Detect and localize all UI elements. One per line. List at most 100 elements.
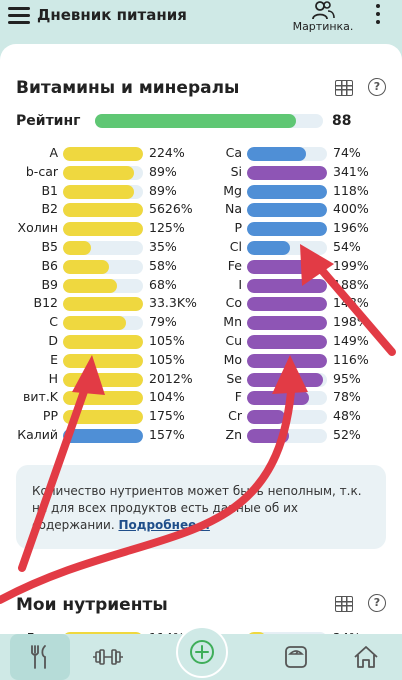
nutrient-row[interactable]: b-car 89%: [0, 164, 402, 182]
nutrient-row[interactable]: B12 33.3K%: [0, 295, 402, 313]
rating-bar-fill: [95, 114, 296, 128]
nutrient-row[interactable]: Na 400%: [0, 201, 402, 219]
nutrient-bar-fill: [247, 241, 291, 255]
nutrient-bar: [63, 278, 143, 293]
nutrient-bar: [247, 222, 327, 237]
nutrient-percent: 89%: [149, 182, 177, 198]
nutrient-row[interactable]: B5 35%: [0, 239, 402, 257]
nav-workouts[interactable]: [78, 634, 138, 680]
nutrient-percent: 95%: [333, 370, 361, 386]
add-button[interactable]: [176, 626, 228, 678]
nutrient-row[interactable]: B1 89%: [0, 183, 402, 201]
nutrient-bar: [247, 278, 327, 293]
nutrient-bar-fill: [63, 241, 91, 255]
nutrient-percent: 33.3K%: [149, 295, 197, 311]
nutrient-bar-fill: [247, 410, 286, 425]
nutrient-bar-fill: [63, 203, 143, 218]
nutrient-percent: 54%: [333, 239, 361, 254]
nutrient-row[interactable]: Cr 48%: [0, 408, 402, 426]
nutrient-percent: 74%: [333, 145, 361, 160]
nutrient-row[interactable]: Cu 149%: [0, 333, 402, 351]
nutrient-row[interactable]: B2 5626%: [0, 201, 402, 219]
nutrient-row[interactable]: Cl 54%: [0, 239, 402, 257]
nutrient-label: Холин: [17, 220, 59, 236]
nutrient-label: Co: [225, 295, 242, 311]
nutrient-bar: [247, 353, 327, 368]
table-icon[interactable]: [335, 80, 353, 96]
nutrient-percent: 198%: [333, 314, 369, 330]
nav-weight[interactable]: [266, 634, 326, 680]
nutrient-label: F: [234, 389, 242, 405]
note-text: Количество нутриентов может быть неполны…: [32, 483, 372, 534]
nutrient-percent: 79%: [149, 314, 177, 330]
nutrient-bar: [63, 316, 143, 331]
nutrient-bar: [247, 259, 327, 274]
nutrient-label: B1: [41, 182, 58, 198]
nutrient-bar: [247, 297, 327, 312]
nutrient-label: B2: [41, 201, 58, 217]
nutrient-row[interactable]: Si 341%: [0, 164, 402, 182]
nutrient-row[interactable]: Zn 52%: [0, 427, 402, 445]
my-nutrients-title: Мои нутриенты: [16, 595, 168, 615]
nutrient-row[interactable]: B6 58%: [0, 258, 402, 276]
nutrient-percent: 118%: [333, 182, 369, 198]
nutrient-bar-fill: [247, 429, 289, 443]
nutrient-row[interactable]: C 79%: [0, 314, 402, 332]
menu-icon[interactable]: [8, 7, 30, 25]
nutrient-bar-fill: [63, 297, 143, 312]
nutrient-row[interactable]: Холин 125%: [0, 220, 402, 238]
nutrient-bar: [247, 241, 327, 255]
nutrient-bar: [63, 297, 143, 312]
nutrient-row[interactable]: P 196%: [0, 220, 402, 238]
nutrient-label: b-car: [25, 163, 58, 179]
top-bar: Дневник питания Мартинка.: [0, 0, 402, 42]
nutrient-percent: 125%: [149, 220, 185, 236]
vitamins-title: Витамины и минералы: [16, 78, 240, 98]
plus-circle-icon: [190, 640, 214, 664]
nutrient-row[interactable]: Mn 198%: [0, 314, 402, 332]
nutrient-row[interactable]: B9 68%: [0, 277, 402, 295]
nutrient-row[interactable]: A 224%: [0, 145, 402, 163]
nutrient-row[interactable]: F 78%: [0, 389, 402, 407]
home-icon: [354, 646, 378, 668]
nutrient-bar-fill: [63, 165, 135, 180]
nutrient-row[interactable]: Mg 118%: [0, 183, 402, 201]
nutrient-row[interactable]: Se 95%: [0, 371, 402, 389]
nutrient-percent: 78%: [333, 389, 361, 405]
nutrient-bar: [247, 429, 327, 443]
nutrient-percent: 188%: [333, 276, 369, 292]
nutrient-row[interactable]: Mo 116%: [0, 352, 402, 370]
nutrient-bar: [63, 203, 143, 218]
help-icon[interactable]: ?: [368, 78, 386, 96]
nutrient-label: P: [234, 220, 242, 236]
nutrient-bar: [63, 147, 143, 161]
nutrient-bar-fill: [247, 147, 307, 161]
nutrient-row[interactable]: D 105%: [0, 333, 402, 351]
nutrient-percent: 400%: [333, 201, 369, 217]
nutrient-percent: 5626%: [149, 201, 193, 217]
nutrient-percent: 199%: [333, 257, 369, 273]
nutrient-label: C: [49, 314, 58, 330]
nutrient-bar-fill: [63, 259, 110, 274]
nutrient-bar-fill: [247, 203, 327, 218]
nutrient-percent: 68%: [149, 276, 177, 292]
nutrient-bar: [63, 335, 143, 349]
nutrient-label: E: [50, 351, 58, 367]
nutrient-row[interactable]: Co 148%: [0, 295, 402, 313]
nutrient-bar-fill: [247, 165, 327, 180]
nutrient-label: Si: [230, 163, 242, 179]
nav-diary[interactable]: [10, 634, 70, 680]
nutrient-row[interactable]: I 188%: [0, 277, 402, 295]
user-profile[interactable]: Мартинка.: [290, 0, 356, 33]
table-icon[interactable]: [335, 596, 353, 612]
more-link[interactable]: Подробнее...: [118, 518, 210, 532]
nutrient-bar-fill: [63, 335, 143, 349]
more-options-icon[interactable]: [374, 4, 382, 28]
nutrient-row[interactable]: Ca 74%: [0, 145, 402, 163]
nav-home[interactable]: [336, 634, 396, 680]
nutrient-row[interactable]: Fe 199%: [0, 258, 402, 276]
help-icon[interactable]: ?: [368, 594, 386, 612]
nutrient-bar-fill: [63, 278, 118, 293]
rating-label: Рейтинг: [16, 113, 81, 129]
nutrient-label: B9: [41, 276, 58, 292]
